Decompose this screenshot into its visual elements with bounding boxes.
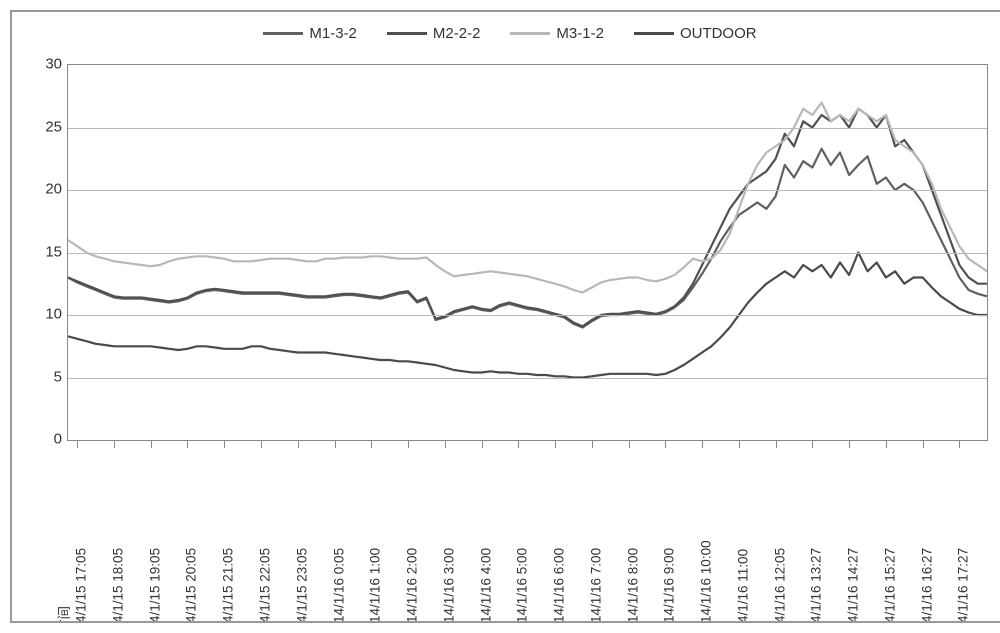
series-line — [68, 109, 987, 326]
legend-swatch — [387, 32, 427, 35]
x-tick-label: 14/1/16 17:27 — [956, 461, 971, 622]
x-tick-label: 14/1/16 15:27 — [882, 461, 897, 622]
x-tick-label: 14/1/16 12:05 — [772, 461, 787, 622]
x-tick-label: 14/1/15 18:05 — [110, 461, 125, 622]
x-tick-label: 14/1/16 13:27 — [809, 461, 824, 622]
x-axis-title: 时间 — [53, 463, 73, 621]
x-tick — [187, 440, 188, 448]
x-tick-label: 014/1/16 2:00 — [405, 461, 420, 622]
series-line — [68, 149, 987, 328]
y-tick-label: 15 — [27, 243, 62, 260]
x-tick — [776, 440, 777, 448]
x-tick-label: 014/1/16 7:00 — [588, 461, 603, 622]
series-line — [68, 103, 987, 293]
x-tick-label: 14/1/15 20:05 — [184, 461, 199, 622]
x-tick — [702, 440, 703, 448]
y-tick-label: 0 — [27, 431, 62, 448]
x-tick — [224, 440, 225, 448]
x-tick — [812, 440, 813, 448]
x-tick — [335, 440, 336, 448]
x-tick — [151, 440, 152, 448]
legend-item: M3-1-2 — [510, 25, 604, 42]
y-tick-label: 5 — [27, 368, 62, 385]
x-tick-label: 14/1/15 19:05 — [147, 461, 162, 622]
x-tick — [445, 440, 446, 448]
x-tick — [592, 440, 593, 448]
y-tick-label: 30 — [27, 56, 62, 73]
grid-line — [68, 253, 987, 254]
x-tick-label: 014/1/16 9:00 — [662, 461, 677, 622]
x-tick-label: 014/1/16 4:00 — [478, 461, 493, 622]
x-tick-label: 14/1/15 21:05 — [221, 461, 236, 622]
legend-swatch — [634, 32, 674, 35]
x-tick — [959, 440, 960, 448]
legend-swatch — [510, 32, 550, 35]
chart-legend: M1-3-2 M2-2-2 M3-1-2 OUTDOOR — [12, 12, 1000, 54]
legend-label: M1-3-2 — [309, 25, 357, 42]
plot-area — [67, 64, 988, 441]
x-tick-label: 014/1/16 0:05 — [331, 461, 346, 622]
x-tick — [555, 440, 556, 448]
grid-line — [68, 315, 987, 316]
x-tick — [629, 440, 630, 448]
legend-label: M3-1-2 — [556, 25, 604, 42]
legend-label: OUTDOOR — [680, 25, 757, 42]
y-tick-label: 20 — [27, 181, 62, 198]
x-tick — [408, 440, 409, 448]
x-tick-label: 014/1/16 3:00 — [441, 461, 456, 622]
x-tick — [77, 440, 78, 448]
legend-item: M2-2-2 — [387, 25, 481, 42]
grid-line — [68, 190, 987, 191]
x-tick — [518, 440, 519, 448]
plot-wrapper: 0 5 10 15 20 25 30 时间14/1/15 17:05 14/1/15 18:05… — [12, 54, 1000, 621]
y-tick-label: 10 — [27, 306, 62, 323]
x-tick-label: 14/1/15 22:05 — [257, 461, 272, 622]
x-tick-label: 14/1/16 14:27 — [846, 461, 861, 622]
x-tick-label: 14/1/16 11:00 — [735, 461, 750, 622]
x-tick-label: 014/1/16 5:00 — [515, 461, 530, 622]
x-tick-label: 014/1/16 10:00 — [699, 461, 714, 622]
x-tick — [371, 440, 372, 448]
x-tick — [886, 440, 887, 448]
x-tick — [482, 440, 483, 448]
grid-line — [68, 378, 987, 379]
y-tick-label: 25 — [27, 118, 62, 135]
x-tick — [298, 440, 299, 448]
x-tick — [261, 440, 262, 448]
x-tick — [114, 440, 115, 448]
x-tick — [665, 440, 666, 448]
x-tick — [739, 440, 740, 448]
x-tick — [849, 440, 850, 448]
legend-label: M2-2-2 — [433, 25, 481, 42]
chart-container: M1-3-2 M2-2-2 M3-1-2 OUTDOOR 0 5 10 15 20 25 30 时间… — [10, 10, 1000, 623]
x-tick-label: 14/1/15 23:05 — [294, 461, 309, 622]
x-tick-label: 014/1/16 6:00 — [552, 461, 567, 622]
x-tick-label: 14/1/15 17:05 — [74, 461, 89, 622]
x-tick — [923, 440, 924, 448]
x-tick-label: 014/1/16 8:00 — [625, 461, 640, 622]
grid-line — [68, 128, 987, 129]
legend-item: OUTDOOR — [634, 25, 757, 42]
legend-swatch — [263, 32, 303, 35]
x-tick-label: 014/1/16 1:00 — [368, 461, 383, 622]
x-tick-label: 14/1/16 16:27 — [919, 461, 934, 622]
legend-item: M1-3-2 — [263, 25, 357, 42]
